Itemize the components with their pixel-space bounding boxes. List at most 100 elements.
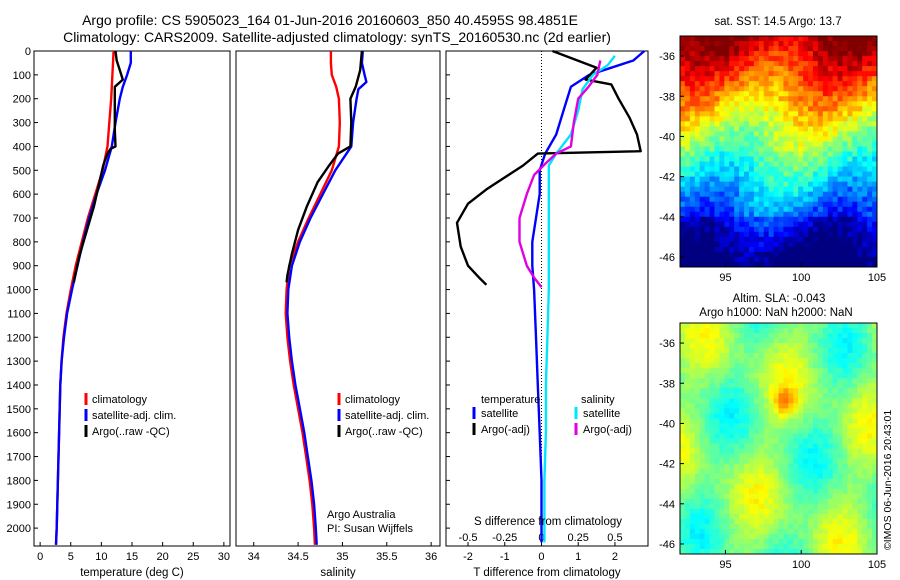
sla-cells-cell — [837, 443, 844, 450]
sst-cells-cell — [709, 246, 716, 253]
sst-cells-cell — [748, 176, 755, 183]
sla-cells-cell — [798, 368, 804, 374]
sla-cells-cell — [798, 398, 804, 404]
sst-cells-cell — [773, 186, 780, 193]
sla-cells-cell — [748, 488, 755, 495]
sst-cells-cell — [798, 241, 804, 248]
sst-cells-cell — [778, 216, 785, 223]
sst-cells-cell — [704, 46, 711, 52]
sst-cells-cell — [719, 171, 725, 178]
sst-cells-cell — [739, 91, 745, 97]
sla-cells-cell — [699, 468, 706, 475]
sla-cells-cell — [758, 368, 765, 374]
sst-cells-cell — [842, 121, 849, 127]
sst-cells-cell — [817, 181, 824, 188]
sla-cells-cell — [763, 393, 770, 399]
sla-cells-cell — [778, 373, 785, 379]
difference-axes-box — [445, 50, 649, 547]
sst-cells-cell — [729, 176, 735, 183]
sla-ticks-ytick-label-4: -44 — [659, 499, 675, 511]
sla-cells-cell — [734, 403, 740, 409]
sla-cells-cell — [724, 418, 730, 425]
sst-cells-cell — [793, 211, 799, 218]
sst-cells-cell — [872, 176, 877, 183]
sla-cells-cell — [724, 473, 730, 480]
sla-cells-cell — [847, 343, 853, 349]
sst-cells-cell — [827, 236, 834, 243]
sst-cells-cell — [729, 91, 735, 97]
sst-cells-cell — [827, 96, 834, 102]
p1-ytick-label-4: 400 — [13, 141, 31, 153]
sst-cells-cell — [847, 196, 853, 203]
sla-cells-cell — [827, 548, 834, 554]
sst-cells-cell — [694, 51, 701, 57]
sla-cells-cell — [689, 548, 696, 554]
sst-cells-cell — [684, 131, 691, 138]
sst-cells-cell — [837, 196, 844, 203]
sla-cells-cell — [842, 423, 849, 430]
sla-cells-cell — [739, 393, 745, 399]
sst-cells-cell — [822, 66, 829, 72]
sla-cells-cell — [758, 508, 765, 515]
sst-cells-cell — [862, 196, 868, 203]
sst-cells-cell — [763, 201, 770, 208]
sst-cells-cell — [684, 196, 691, 203]
sla-cells-cell — [744, 333, 750, 339]
sla-cells-cell — [842, 398, 849, 404]
sst-cells-cell — [768, 171, 775, 178]
sla-cells-cell — [709, 428, 716, 435]
sla-cells-cell — [709, 543, 716, 550]
sst-cells-cell — [699, 226, 706, 233]
sla-cells-cell — [817, 473, 824, 480]
sst-cells-cell — [709, 191, 716, 198]
sst-cells-cell — [734, 171, 740, 178]
sla-cells-cell — [729, 423, 735, 430]
sst-cells-cell — [852, 231, 858, 238]
sla-cells-cell — [734, 513, 740, 520]
sst-cells-cell — [847, 51, 853, 57]
sst-cells-cell — [714, 241, 720, 248]
sst-cells-cell — [827, 206, 834, 213]
sst-cells-cell — [689, 176, 696, 183]
sst-cells-cell — [812, 51, 819, 57]
sst-cells-cell — [680, 236, 686, 243]
sst-heatmap — [680, 36, 877, 267]
sla-cells-cell — [689, 328, 696, 334]
sla-cells-cell — [793, 438, 799, 445]
sla-cells-cell — [808, 348, 814, 354]
sla-cells-cell — [709, 413, 716, 420]
sla-cells-cell — [837, 408, 844, 414]
sst-cells-cell — [689, 61, 696, 67]
sst-cells-cell — [753, 116, 760, 122]
sst-cells-cell — [704, 256, 711, 263]
sla-cells-cell — [748, 513, 755, 520]
sla-cells-cell — [842, 383, 849, 389]
sla-cells-cell — [753, 508, 760, 515]
sla-cells-cell — [724, 453, 730, 460]
sla-cells-cell — [817, 368, 824, 374]
sla-cells-cell — [753, 483, 760, 490]
sst-cells-cell — [709, 261, 716, 267]
sst-cells-cell — [862, 166, 868, 173]
sst-cells-cell — [808, 196, 814, 203]
sla-cells-cell — [808, 403, 814, 409]
sst-cells-cell — [793, 126, 799, 133]
sst-cells-cell — [788, 226, 794, 233]
sla-cells-cell — [783, 423, 789, 430]
sla-cells-cell — [862, 528, 868, 535]
sla-cells-cell — [803, 493, 809, 500]
sla-cells-cell — [798, 538, 804, 545]
sla-cells-cell — [852, 508, 858, 515]
sst-cells-cell — [684, 126, 691, 133]
sla-cells-cell — [812, 448, 819, 455]
sla-cells-cell — [803, 498, 809, 505]
sst-cells-cell — [798, 111, 804, 117]
sst-cells-cell — [694, 66, 701, 72]
sla-cells-cell — [842, 338, 849, 344]
sla-cells-cell — [773, 528, 780, 535]
sla-cells-cell — [847, 428, 853, 435]
sla-cells-cell — [753, 488, 760, 495]
sla-cells-cell — [744, 523, 750, 530]
sst-cells-cell — [763, 106, 770, 112]
sst-cells-cell — [837, 236, 844, 243]
